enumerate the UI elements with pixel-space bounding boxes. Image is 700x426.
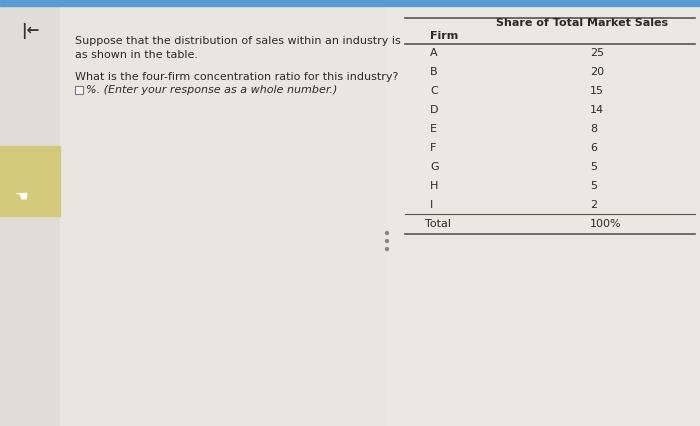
Text: E: E bbox=[430, 124, 437, 134]
Text: B: B bbox=[430, 67, 438, 77]
Text: Total: Total bbox=[425, 219, 451, 229]
Circle shape bbox=[386, 231, 389, 234]
Text: 5: 5 bbox=[590, 181, 597, 191]
Text: 25: 25 bbox=[590, 48, 604, 58]
Text: A: A bbox=[430, 48, 438, 58]
Text: What is the four-firm concentration ratio for this industry?: What is the four-firm concentration rati… bbox=[75, 72, 398, 82]
Text: |←: |← bbox=[21, 23, 39, 39]
Bar bbox=[0, 146, 60, 216]
Text: Share of Total Market Sales: Share of Total Market Sales bbox=[496, 18, 668, 28]
Text: H: H bbox=[430, 181, 438, 191]
Text: as shown in the table.: as shown in the table. bbox=[75, 50, 198, 60]
Text: 100%: 100% bbox=[590, 219, 622, 229]
Text: 14: 14 bbox=[590, 105, 604, 115]
Text: 8: 8 bbox=[590, 124, 597, 134]
Text: C: C bbox=[430, 86, 438, 96]
Text: 5: 5 bbox=[590, 162, 597, 172]
Text: Suppose that the distribution of sales within an industry is: Suppose that the distribution of sales w… bbox=[75, 36, 400, 46]
Bar bbox=[60, 6, 385, 426]
Text: D: D bbox=[430, 105, 438, 115]
Bar bbox=[385, 6, 700, 426]
Text: ☚: ☚ bbox=[15, 188, 29, 204]
Circle shape bbox=[386, 248, 389, 250]
Text: 15: 15 bbox=[590, 86, 604, 96]
Text: Firm: Firm bbox=[430, 31, 459, 41]
Text: 2: 2 bbox=[590, 200, 597, 210]
Text: 20: 20 bbox=[590, 67, 604, 77]
Text: F: F bbox=[430, 143, 436, 153]
Text: G: G bbox=[430, 162, 439, 172]
Bar bbox=[0, 6, 60, 426]
Bar bbox=[75, 86, 83, 94]
Text: 6: 6 bbox=[590, 143, 597, 153]
Text: I: I bbox=[430, 200, 433, 210]
Circle shape bbox=[386, 239, 389, 242]
Bar bbox=[0, 0, 700, 6]
Text: %. (Enter your response as a whole number.): %. (Enter your response as a whole numbe… bbox=[86, 85, 337, 95]
